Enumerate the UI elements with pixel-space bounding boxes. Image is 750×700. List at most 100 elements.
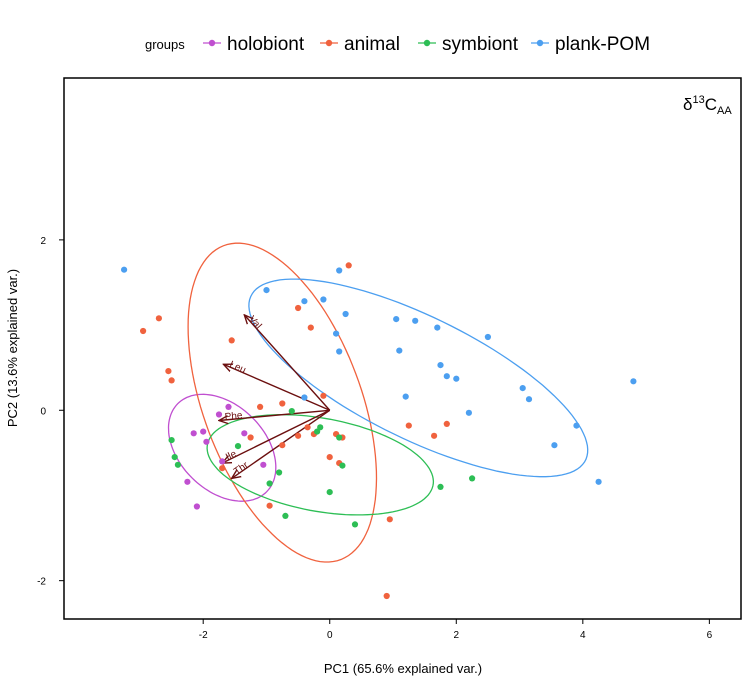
point-animal bbox=[405, 422, 412, 429]
point-plank-pom bbox=[551, 442, 558, 449]
isotope-sub: AA bbox=[717, 105, 732, 117]
legend-label: symbiont bbox=[442, 34, 519, 55]
point-holobiont bbox=[203, 438, 210, 445]
legend-label: holobiont bbox=[227, 34, 305, 55]
point-holobiont bbox=[219, 458, 226, 465]
confidence-ellipses bbox=[167, 242, 589, 563]
point-plank-pom bbox=[412, 317, 419, 324]
point-plank-pom bbox=[393, 316, 400, 323]
axes: -2 0 2 4 6 -2 0 2 bbox=[37, 236, 712, 641]
point-holobiont bbox=[241, 430, 248, 437]
point-animal bbox=[165, 368, 172, 375]
point-symbiont bbox=[266, 480, 273, 487]
point-plank-pom bbox=[434, 324, 441, 331]
point-plank-pom bbox=[595, 478, 602, 485]
point-plank-pom bbox=[437, 362, 444, 369]
loading-arrow-ile bbox=[222, 409, 331, 463]
loading-label-val: Val bbox=[246, 314, 263, 332]
point-symbiont bbox=[351, 521, 359, 528]
ellipse-animal bbox=[187, 242, 378, 563]
x-tick-label: 6 bbox=[707, 630, 713, 641]
legend-item-animal: animal bbox=[320, 34, 400, 55]
point-animal bbox=[168, 377, 175, 384]
point-plank-pom bbox=[453, 375, 460, 382]
point-animal bbox=[295, 304, 302, 312]
point-animal bbox=[228, 337, 235, 344]
x-tick-label: 4 bbox=[580, 630, 586, 641]
x-tick-label: 0 bbox=[327, 630, 333, 641]
point-animal bbox=[155, 315, 162, 322]
y-axis-title: PC2 (13.6% explained var.) bbox=[5, 269, 20, 427]
legend-label: animal bbox=[344, 34, 400, 55]
point-symbiont bbox=[339, 462, 346, 469]
legend-marker bbox=[423, 39, 431, 47]
point-plank-pom bbox=[465, 409, 472, 416]
point-holobiont bbox=[190, 430, 197, 437]
point-plank-pom bbox=[630, 378, 637, 385]
legend-item-symbiont: symbiont bbox=[418, 34, 519, 55]
y-tick-label: -2 bbox=[37, 577, 46, 588]
point-animal bbox=[266, 502, 273, 509]
point-holobiont bbox=[215, 411, 223, 418]
point-plank-pom bbox=[263, 287, 270, 294]
point-plank-pom bbox=[342, 310, 349, 318]
legend: groups holobiont animal symbiont plank-POM bbox=[145, 34, 650, 55]
point-animal bbox=[443, 420, 450, 427]
loading-arrow-leu bbox=[223, 364, 331, 411]
ellipse-symbiont bbox=[206, 414, 435, 516]
point-animal bbox=[386, 516, 393, 523]
x-tick-label: -2 bbox=[199, 630, 208, 641]
point-symbiont bbox=[276, 469, 283, 476]
point-plank-pom bbox=[121, 266, 128, 273]
point-symbiont bbox=[336, 434, 343, 441]
point-holobiont bbox=[260, 461, 267, 468]
point-animal bbox=[304, 424, 311, 431]
point-plank-pom bbox=[396, 347, 403, 354]
ellipse-plank-pom bbox=[248, 278, 589, 478]
legend-item-holobiont: holobiont bbox=[203, 34, 305, 55]
plot-frame bbox=[63, 77, 742, 620]
point-animal bbox=[257, 403, 264, 410]
point-symbiont bbox=[234, 443, 242, 450]
point-plank-pom bbox=[336, 267, 343, 274]
loading-arrow-phe bbox=[219, 409, 330, 420]
point-animal bbox=[320, 392, 327, 399]
isotope-delta: δ bbox=[683, 95, 692, 114]
point-plank-pom bbox=[402, 393, 409, 400]
legend-marker bbox=[325, 39, 333, 47]
point-animal bbox=[140, 327, 147, 335]
point-plank-pom bbox=[525, 396, 533, 403]
legend-marker bbox=[208, 39, 216, 47]
point-animal bbox=[307, 324, 314, 331]
point-symbiont bbox=[168, 437, 175, 444]
point-symbiont bbox=[326, 489, 333, 496]
isotope-base: C bbox=[705, 95, 717, 114]
point-symbiont bbox=[282, 512, 289, 520]
point-plank-pom bbox=[573, 422, 580, 429]
point-plank-pom bbox=[519, 385, 526, 392]
loading-label-phe: Phe bbox=[224, 410, 243, 423]
point-plank-pom bbox=[320, 296, 327, 303]
point-symbiont bbox=[317, 424, 324, 431]
point-plank-pom bbox=[301, 298, 308, 305]
isotope-annotation: δ13CAA bbox=[683, 94, 732, 117]
loading-label-thr: Thr bbox=[232, 459, 251, 477]
x-axis-title: PC1 (65.6% explained var.) bbox=[324, 661, 482, 676]
legend-marker bbox=[536, 39, 544, 47]
point-animal bbox=[383, 592, 390, 600]
point-animal bbox=[326, 454, 333, 461]
point-holobiont bbox=[193, 503, 200, 510]
point-plank-pom bbox=[484, 333, 491, 341]
point-symbiont bbox=[437, 483, 444, 490]
point-animal bbox=[295, 432, 302, 439]
point-symbiont bbox=[469, 475, 476, 482]
loading-arrow-val bbox=[244, 315, 331, 411]
point-animal bbox=[279, 442, 286, 449]
legend-label: plank-POM bbox=[555, 34, 650, 55]
point-holobiont bbox=[200, 428, 207, 435]
point-symbiont bbox=[174, 461, 181, 468]
isotope-sup: 13 bbox=[692, 94, 704, 106]
point-plank-pom bbox=[333, 330, 340, 337]
x-tick-label: 2 bbox=[453, 630, 459, 641]
